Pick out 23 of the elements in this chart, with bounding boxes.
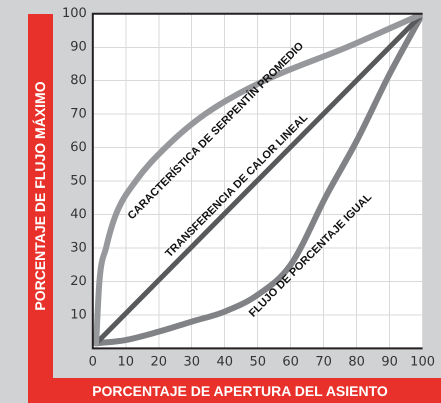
x-tick-label: 70 [315,354,332,370]
y-tick-label: 70 [70,106,87,122]
x-tick-label: 60 [282,354,299,370]
y-tick-label: 100 [62,6,87,22]
y-tick-label: 60 [70,140,87,156]
x-tick-label: 20 [150,354,168,370]
x-tick-label: 10 [118,354,134,370]
x-axis-title: PORCENTAJE DE APERTURA DEL ASIENTO [92,383,388,399]
x-tick-label: 80 [348,354,365,370]
y-tick-label: 10 [70,307,87,322]
x-tick-label: 40 [216,354,233,370]
y-tick-label: 90 [70,40,87,55]
y-tick-label: 30 [70,240,87,256]
y-axis-title: PORCENTAJE DE FLUJO MÁXIMO [32,81,48,311]
x-tick-label: 90 [381,354,398,370]
x-tick-label: 100 [410,354,436,370]
y-tick-label: 50 [70,173,87,188]
y-tick-label: 40 [70,206,87,222]
x-tick-label: 50 [249,354,266,370]
x-tick-label: 30 [183,354,200,370]
y-tick-label: 80 [70,73,87,88]
y-tick-label: 20 [70,274,87,289]
x-tick-label: 0 [88,354,97,370]
